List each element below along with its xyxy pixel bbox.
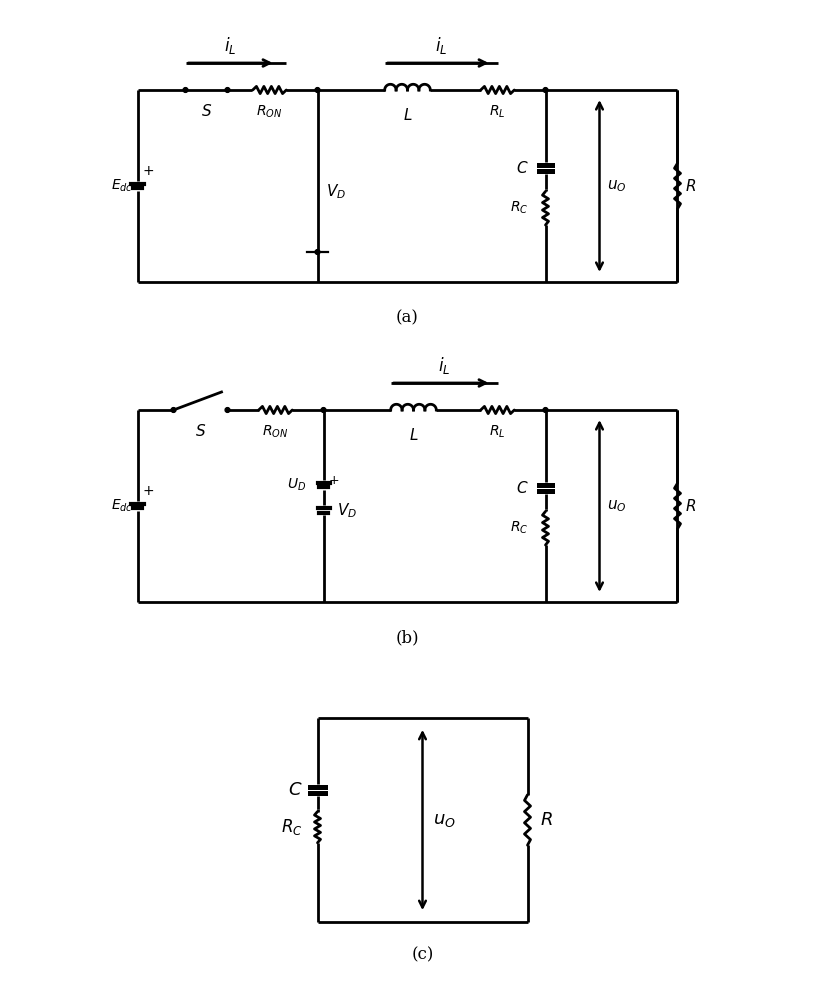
- Text: (a): (a): [396, 310, 419, 326]
- Text: $R_{ON}$: $R_{ON}$: [262, 423, 289, 440]
- Text: $R_L$: $R_L$: [489, 103, 506, 120]
- Text: $C$: $C$: [516, 160, 529, 176]
- Text: $S$: $S$: [195, 423, 206, 439]
- Text: $u_O$: $u_O$: [606, 498, 626, 514]
- Text: $U_D$: $U_D$: [288, 477, 306, 493]
- Text: $L$: $L$: [408, 427, 418, 443]
- Text: $V_D$: $V_D$: [337, 501, 357, 520]
- Text: $E_{dc}$: $E_{dc}$: [111, 178, 133, 194]
- Text: (c): (c): [412, 946, 434, 964]
- Text: $i_L$: $i_L$: [438, 355, 451, 376]
- Text: $R_L$: $R_L$: [489, 423, 506, 440]
- Text: $C$: $C$: [516, 480, 529, 496]
- Text: $R$: $R$: [685, 178, 696, 194]
- Circle shape: [315, 88, 320, 92]
- Circle shape: [315, 250, 320, 254]
- Text: $u_O$: $u_O$: [434, 811, 456, 829]
- Text: $i_L$: $i_L$: [224, 35, 236, 56]
- Text: $u_O$: $u_O$: [606, 178, 626, 194]
- Text: $+$: $+$: [143, 164, 154, 178]
- Circle shape: [225, 408, 230, 412]
- Text: $L$: $L$: [403, 107, 412, 123]
- Circle shape: [183, 88, 188, 92]
- Circle shape: [543, 408, 548, 412]
- Text: $R_C$: $R_C$: [510, 200, 529, 216]
- Text: $+$: $+$: [143, 484, 154, 498]
- Text: $R$: $R$: [685, 498, 696, 514]
- Text: $R_C$: $R_C$: [281, 817, 302, 837]
- Text: $V_D$: $V_D$: [327, 183, 346, 201]
- Circle shape: [321, 408, 326, 412]
- Circle shape: [171, 408, 176, 412]
- Text: $+$: $+$: [328, 474, 340, 487]
- Text: $R$: $R$: [540, 811, 553, 829]
- Text: $R_{ON}$: $R_{ON}$: [257, 103, 283, 120]
- Circle shape: [225, 88, 230, 92]
- Text: $S$: $S$: [201, 103, 212, 119]
- Text: $E_{dc}$: $E_{dc}$: [111, 498, 133, 514]
- Text: $R_C$: $R_C$: [510, 520, 529, 536]
- Text: (b): (b): [396, 630, 419, 647]
- Circle shape: [543, 88, 548, 92]
- Text: $C$: $C$: [288, 781, 302, 799]
- Text: $i_L$: $i_L$: [435, 35, 447, 56]
